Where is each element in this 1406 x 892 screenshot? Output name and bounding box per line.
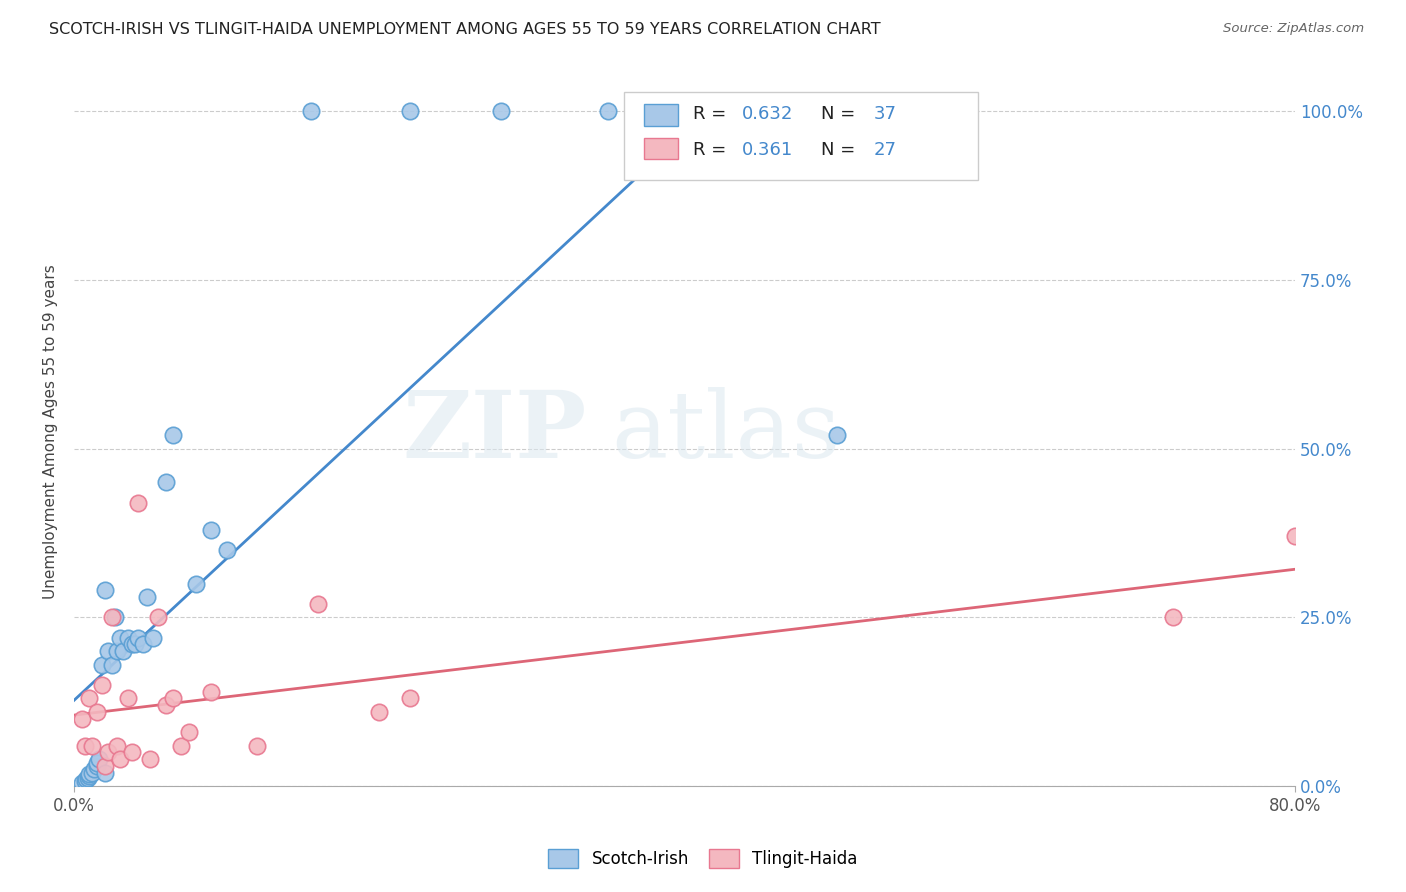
Point [105,739,128,753]
Point [70,712,93,726]
Bar [644,137,679,159]
Point [132,637,155,651]
Point [136,590,159,604]
Point [398,691,420,706]
Point [162,428,184,442]
Point [186,576,208,591]
Point [825,428,848,442]
Point [86,705,108,719]
Point [101,657,124,672]
Point [162,691,184,706]
Bar [644,104,679,126]
Point [90,678,112,692]
Text: 37: 37 [873,105,897,123]
Legend: Scotch-Irish, Tlingit-Haida: Scotch-Irish, Tlingit-Haida [541,843,865,875]
Point [87,752,110,766]
Point [121,745,143,759]
Point [76,771,98,785]
Text: R =: R = [693,141,733,159]
Point [155,475,177,490]
Point [79,691,101,706]
Point [97,745,120,759]
Point [127,496,149,510]
Point [108,631,131,645]
Point [79,769,101,783]
Point [93,759,115,773]
Point [101,610,124,624]
Point [79,767,101,781]
Point [598,104,620,119]
Point [215,542,238,557]
Point [307,597,329,611]
Text: atlas: atlas [612,387,841,477]
Point [75,772,97,787]
Point [82,739,104,753]
Text: ZIP: ZIP [402,387,586,477]
Point [90,657,112,672]
Point [82,765,104,780]
Point [121,637,143,651]
Point [1161,610,1184,624]
Point [398,104,420,119]
Text: N =: N = [821,141,862,159]
Point [105,644,128,658]
Text: N =: N = [821,105,862,123]
Point [111,644,134,658]
Point [73,739,96,753]
Point [1284,529,1306,543]
Text: R =: R = [693,105,733,123]
Y-axis label: Unemployment Among Ages 55 to 59 years: Unemployment Among Ages 55 to 59 years [44,264,58,599]
Point [155,698,177,713]
FancyBboxPatch shape [623,92,977,180]
Point [127,631,149,645]
Text: 0.632: 0.632 [742,105,793,123]
Point [104,610,127,624]
Point [97,644,120,658]
Point [117,631,139,645]
Point [299,104,322,119]
Point [117,691,139,706]
Point [170,739,193,753]
Point [93,583,115,598]
Point [93,765,115,780]
Point [108,752,131,766]
Point [86,756,108,770]
Point [86,759,108,773]
Text: Source: ZipAtlas.com: Source: ZipAtlas.com [1223,22,1364,36]
Point [200,684,222,698]
Point [70,776,93,790]
Point [124,637,146,651]
Text: 0.361: 0.361 [742,141,793,159]
Point [368,705,391,719]
Point [139,752,162,766]
Point [177,725,200,739]
Point [73,773,96,788]
Text: SCOTCH-IRISH VS TLINGIT-HAIDA UNEMPLOYMENT AMONG AGES 55 TO 59 YEARS CORRELATION: SCOTCH-IRISH VS TLINGIT-HAIDA UNEMPLOYME… [49,22,880,37]
Point [146,610,169,624]
Text: 27: 27 [873,141,897,159]
Point [200,523,222,537]
Point [491,104,513,119]
Point [246,739,269,753]
Point [83,762,105,776]
Point [142,631,165,645]
